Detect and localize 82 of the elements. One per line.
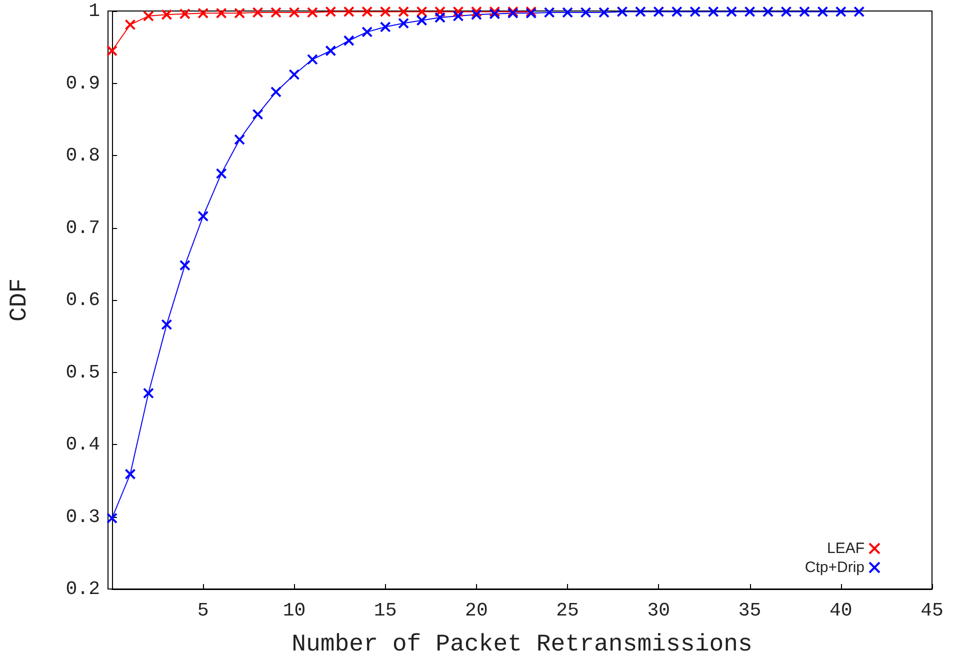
point [142,10,154,22]
x-tick-label: 30 [647,600,670,622]
point [544,6,555,18]
point [216,8,227,19]
point [817,6,828,18]
legend-label: LEAF [826,540,864,557]
point [252,108,264,120]
y-tick-label: 0.9 [66,72,100,94]
point [434,6,446,18]
x-tick-label: 15 [374,600,397,622]
point [198,8,209,19]
point [470,6,482,18]
x-tick-label: 45 [920,600,944,622]
point [398,6,410,18]
point [252,6,264,18]
point [708,6,719,18]
x-tick-label: 5 [197,600,209,622]
point [161,319,172,330]
point [124,19,136,30]
point [343,35,354,46]
point [179,260,190,271]
point [288,6,300,18]
point [142,388,154,399]
point [598,6,610,18]
point [452,6,464,18]
point [198,210,209,222]
point [744,6,756,18]
point [854,6,865,18]
point [780,6,792,18]
point [234,134,246,146]
point [380,6,391,18]
point [306,6,318,18]
point [416,14,428,26]
point [161,9,172,20]
point [306,54,318,65]
point [835,6,846,18]
y-tick-label: 0.3 [66,506,100,528]
point [762,6,774,18]
point [580,6,592,18]
y-tick-label: 0.2 [66,578,100,600]
y-tick-label: 0.7 [66,216,100,239]
point [234,8,246,19]
x-tick-label: 10 [282,600,306,622]
point [398,18,410,29]
y-axis-title: CDF [6,278,34,322]
point [270,86,282,98]
point [671,6,682,18]
point [343,6,354,18]
y-tick-label: 0.8 [66,144,100,166]
point [216,168,227,180]
point [616,6,628,18]
x-tick-label: 20 [465,600,488,622]
point [124,468,136,480]
point [452,10,464,22]
x-tick-label: 40 [829,600,852,622]
point [653,6,664,18]
legend-label: Ctp+Drip [804,559,864,576]
point [179,8,190,20]
point [434,12,446,24]
point [325,45,336,56]
x-tick-label: 35 [738,600,762,622]
y-tick-label: 0.4 [66,434,100,456]
point [470,9,482,20]
point [726,6,738,18]
point [270,6,282,18]
point [106,512,118,524]
point [562,6,574,18]
x-tick-label: 25 [556,600,579,622]
point [416,6,428,18]
point [380,21,391,32]
y-tick-label: 1 [88,0,100,22]
point [288,69,300,80]
point [325,6,336,18]
point [798,6,810,18]
point [362,26,373,38]
y-tick-label: 0.6 [66,289,100,311]
point [362,6,373,18]
point [106,45,118,56]
point [690,6,701,18]
point [634,6,646,18]
x-axis-title: Number of Packet Retransmissions [292,632,752,658]
y-tick-label: 0.5 [66,361,100,384]
